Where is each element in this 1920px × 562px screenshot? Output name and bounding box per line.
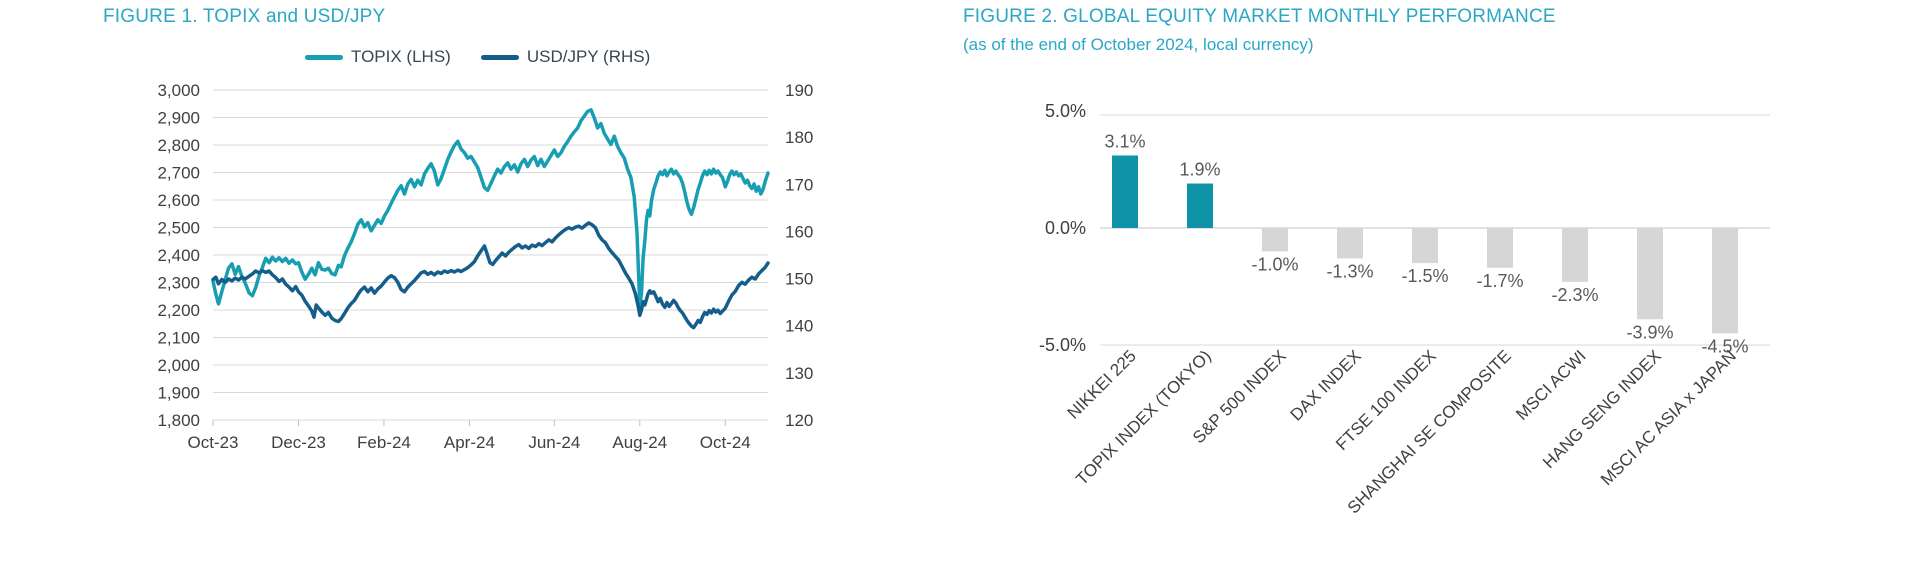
left-axis-tick-label: 2,000: [157, 356, 200, 375]
left-axis-tick-label: 2,600: [157, 191, 200, 210]
bar-value-label: -2.3%: [1551, 285, 1598, 305]
performance-bar: [1337, 228, 1363, 259]
left-axis-tick-label: 2,900: [157, 109, 200, 128]
usdjpy-series-line: [211, 221, 770, 330]
y-axis-tick-label: 0.0%: [1045, 218, 1086, 238]
left-axis-tick-label: 2,100: [157, 329, 200, 348]
y-axis-tick-label: -5.0%: [1039, 335, 1086, 355]
usdjpy-line-swatch-icon: [480, 54, 519, 60]
bar-value-label: -4.5%: [1701, 336, 1748, 356]
x-axis-tick-label: Jun-24: [528, 433, 580, 452]
figure1-title-text: FIGURE 1. TOPIX and USD/JPY: [103, 6, 386, 27]
performance-bar: [1712, 228, 1738, 334]
right-axis-tick-label: 180: [785, 128, 813, 147]
figure2-title-text: FIGURE 2. GLOBAL EQUITY MARKET MONTHLY P…: [963, 6, 1556, 27]
legend-item-usdjpy: USD/JPY (RHS): [480, 47, 651, 67]
left-axis-tick-label: 2,500: [157, 219, 200, 238]
legend-item-topix: TOPIX (LHS): [305, 47, 451, 67]
left-axis-tick-label: 1,900: [157, 384, 200, 403]
left-axis-tick-label: 2,800: [157, 136, 200, 155]
performance-bar: [1412, 228, 1438, 264]
x-axis-tick-label: Feb-24: [357, 433, 411, 452]
left-axis-tick-label: 3,000: [157, 81, 200, 100]
right-axis-tick-label: 150: [785, 270, 813, 289]
bar-value-label: -1.5%: [1401, 266, 1448, 286]
left-axis-tick-label: 2,400: [157, 246, 200, 265]
x-axis-tick-label: Oct-24: [700, 433, 751, 452]
right-axis-tick-label: 120: [785, 411, 813, 430]
figure2-subtitle: (as of the end of October 2024, local cu…: [963, 35, 1314, 54]
category-axis-label: MSCI ACWI: [1512, 346, 1590, 424]
performance-bar: [1562, 228, 1588, 282]
bar-value-label: -1.3%: [1326, 261, 1373, 281]
figure1-legend: TOPIX (LHS) USD/JPY (RHS): [305, 47, 650, 67]
performance-bar: [1487, 228, 1513, 268]
topix-usdjpy-line-chart: 3,000 2,900 2,800 2,700 2,600 2,500 2,400 2,300…: [157, 81, 813, 452]
bar-value-label: 1.9%: [1179, 160, 1220, 180]
equity-performance-bar-chart: 5.0% 0.0% -5.0% 3.1% NIKKEI 225 1.9% TOPIX IND…: [1039, 101, 1770, 517]
category-axis-label: MSCI AC ASIA x JAPAN: [1597, 346, 1740, 489]
topix-line-swatch-icon: [305, 54, 343, 60]
figure1-title: FIGURE 1. TOPIX and USD/JPY: [103, 6, 385, 28]
usdjpy-legend-label: USD/JPY (RHS): [526, 47, 651, 66]
topix-legend-label: TOPIX (LHS): [351, 47, 451, 66]
category-axis-label: TOPIX INDEX (TOKYO): [1072, 346, 1215, 489]
left-axis-tick-label: 2,300: [157, 274, 200, 293]
bar-value-label: 3.1%: [1104, 131, 1145, 151]
performance-bar: [1262, 228, 1288, 252]
bar-value-label: -1.0%: [1251, 254, 1298, 274]
x-axis-tick-label: Aug-24: [612, 433, 667, 452]
x-axis-tick-label: Oct-23: [187, 433, 238, 452]
bar-value-label: -3.9%: [1626, 322, 1673, 342]
category-axis-label: SHANGHAI SE COMPOSITE: [1344, 346, 1515, 517]
right-axis-tick-label: 190: [785, 81, 813, 100]
figure2-title: FIGURE 2. GLOBAL EQUITY MARKET MONTHLY P…: [963, 6, 1556, 55]
y-axis-tick-label: 5.0%: [1045, 101, 1086, 121]
left-axis-tick-label: 1,800: [157, 411, 200, 430]
bar-value-label: -1.7%: [1476, 271, 1523, 291]
category-axis-label: DAX INDEX: [1287, 346, 1365, 424]
performance-bar: [1637, 228, 1663, 320]
right-axis-tick-label: 140: [785, 317, 813, 336]
right-axis-tick-label: 170: [785, 175, 813, 194]
performance-bar: [1187, 183, 1213, 228]
x-axis-tick-label: Apr-24: [444, 433, 495, 452]
category-axis-label: NIKKEI 225: [1064, 346, 1140, 422]
left-axis-tick-label: 2,200: [157, 301, 200, 320]
performance-bar: [1112, 155, 1138, 228]
right-axis-tick-label: 160: [785, 222, 813, 241]
right-axis-tick-label: 130: [785, 364, 813, 383]
x-axis-tick-label: Dec-23: [271, 433, 326, 452]
left-axis-tick-label: 2,700: [157, 164, 200, 183]
topix-series-line: [211, 108, 770, 308]
